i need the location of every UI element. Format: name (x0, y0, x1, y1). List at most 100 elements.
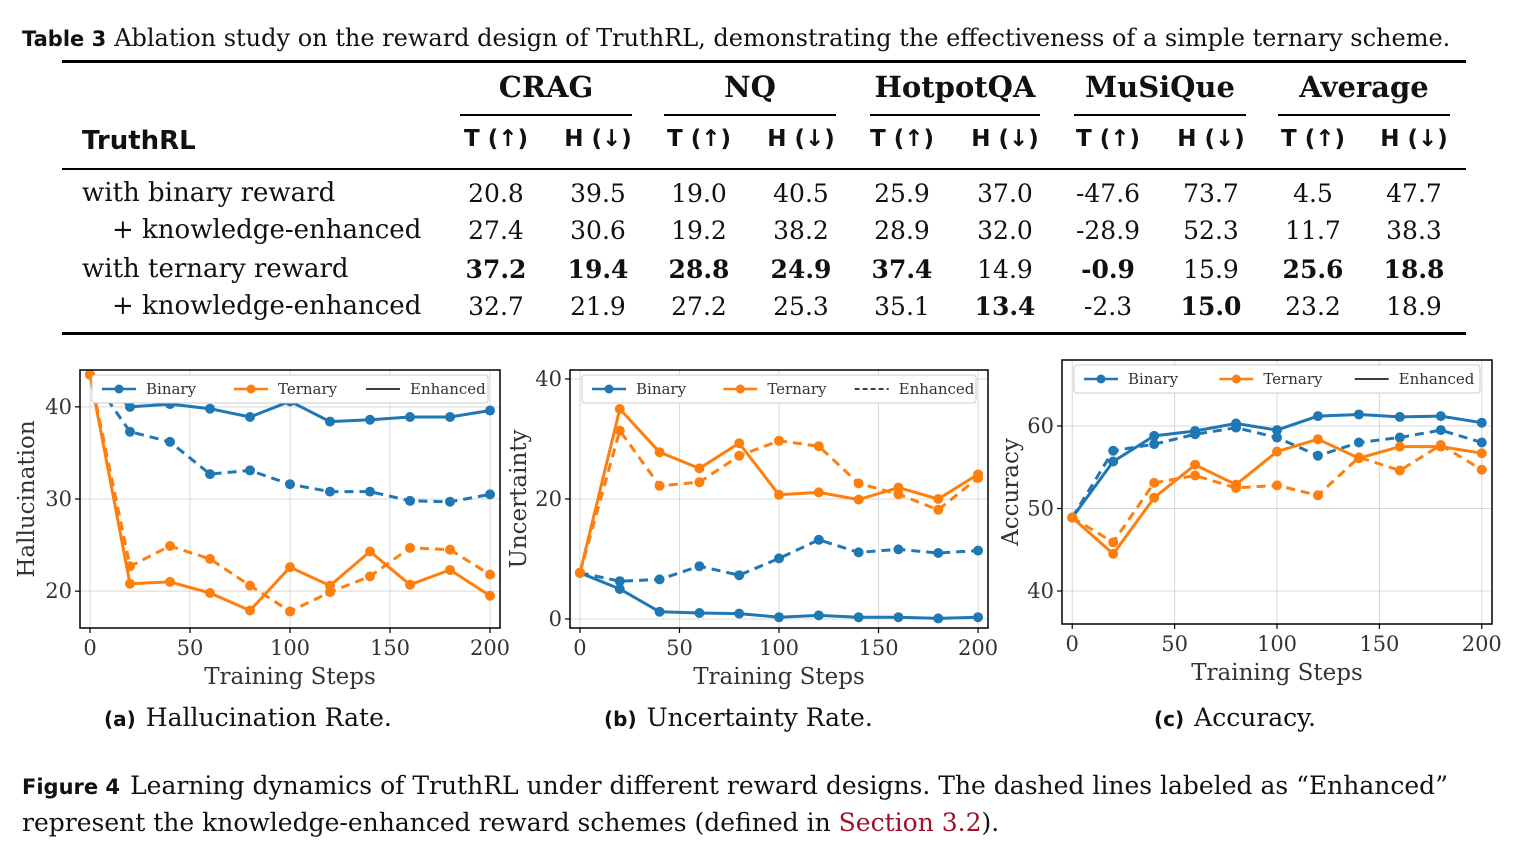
data-point (1312, 450, 1323, 461)
x-axis-label: Training Steps (1191, 660, 1363, 686)
subcaption-b: (b) Uncertainty Rate. (604, 703, 873, 732)
x-axis-label: Training Steps (204, 664, 376, 690)
data-point (614, 584, 625, 594)
legend-marker (114, 384, 124, 394)
figure-label: Figure 4 (22, 775, 121, 799)
table-cell: 24.9 (770, 255, 832, 284)
table-cell: 4.5 (1293, 179, 1333, 208)
data-point (1312, 434, 1323, 445)
data-point (325, 416, 335, 427)
dataset-header: HotpotQA (874, 70, 1036, 104)
data-point (165, 436, 175, 447)
data-point (1272, 432, 1282, 443)
data-point (125, 401, 135, 412)
row-label: + knowledge-enhanced (112, 291, 422, 321)
data-point (1108, 548, 1119, 559)
uncertainty-chart: 0 50 100 150 200 0 20 40 Training Steps Uncertain… (506, 367, 998, 690)
data-point (813, 610, 824, 621)
y-tick-label: 40 (45, 395, 72, 419)
data-point (853, 547, 864, 558)
table-cell: 32.7 (468, 292, 524, 321)
metric-header: T (↑) (870, 126, 934, 152)
data-point (1108, 537, 1119, 548)
x-tick-label: 50 (666, 636, 693, 660)
legend-label: Binary (636, 380, 687, 398)
data-point (1190, 459, 1201, 470)
table-cell: 11.7 (1285, 216, 1341, 245)
data-point (405, 579, 415, 590)
table-cell: 27.4 (468, 216, 524, 245)
x-tick-label: 100 (759, 636, 799, 660)
legend-label: Ternary (767, 380, 827, 398)
x-tick-label: 50 (1161, 632, 1188, 656)
table-cell: 37.0 (977, 179, 1033, 208)
subcaption-c: (c) Accuracy. (1154, 703, 1316, 732)
data-point (125, 426, 135, 437)
group-rule (664, 114, 836, 116)
data-point (285, 479, 295, 490)
data-point (1149, 492, 1160, 503)
subcaption-tag: (c) (1154, 707, 1185, 731)
group-rule (460, 114, 632, 116)
data-point (734, 450, 745, 461)
data-point (1312, 411, 1323, 422)
subcaption-text: Hallucination Rate. (145, 703, 392, 732)
x-tick-label: 150 (1359, 632, 1399, 656)
data-point (1476, 464, 1487, 475)
data-point (405, 542, 415, 553)
data-point (694, 463, 705, 474)
data-point (734, 570, 745, 581)
subcaption-text: Accuracy. (1194, 703, 1316, 732)
data-point (405, 411, 415, 422)
x-tick-label: 200 (1462, 632, 1502, 656)
dataset-header: NQ (724, 70, 776, 104)
data-point (165, 576, 175, 587)
accuracy-chart: 0 50 100 150 200 40 50 60 Training Steps Accuracy… (998, 359, 1502, 686)
legend-label: Binary (1128, 370, 1179, 388)
table-bottom-rule (62, 332, 1466, 335)
data-point (933, 494, 944, 504)
data-point (445, 544, 455, 555)
data-point (1353, 452, 1364, 463)
figure-caption: Figure 4 Learning dynamics of TruthRL und… (22, 768, 1522, 841)
legend-label: Ternary (278, 380, 338, 398)
data-point (325, 486, 335, 497)
y-tick-label: 50 (1027, 497, 1054, 521)
data-point (1190, 470, 1201, 481)
series-line-binary-enhanced (579, 538, 979, 583)
metric-header: H (↓) (1380, 126, 1448, 152)
table-cell: 32.0 (977, 216, 1033, 245)
data-point (1231, 482, 1242, 493)
x-tick-label: 150 (858, 636, 898, 660)
data-point (365, 571, 375, 582)
data-point (734, 608, 745, 619)
table-cell: 40.5 (773, 179, 829, 208)
data-point (365, 486, 375, 497)
y-tick-label: 20 (45, 579, 72, 603)
data-point (485, 405, 495, 416)
data-point (205, 403, 215, 414)
table-cell: 30.6 (570, 216, 626, 245)
data-point (853, 612, 864, 623)
data-point (614, 404, 625, 414)
table-cell: 38.2 (773, 216, 829, 245)
data-point (1272, 446, 1282, 457)
dataset-header: MuSiQue (1085, 70, 1235, 104)
x-tick-label: 200 (958, 636, 998, 660)
data-point (1149, 430, 1160, 441)
metric-header: T (↑) (464, 126, 528, 152)
dataset-header: Average (1299, 70, 1429, 104)
data-point (1394, 441, 1405, 452)
data-point (1394, 465, 1405, 476)
section-link[interactable]: Section 3.2 (838, 808, 982, 837)
subcaption-a: (a) Hallucination Rate. (104, 703, 392, 732)
table-cell: 38.3 (1386, 216, 1442, 245)
data-point (654, 574, 665, 585)
data-point (125, 578, 135, 589)
data-point (694, 561, 705, 572)
data-point (405, 495, 415, 506)
data-point (1067, 512, 1078, 523)
data-point (245, 411, 255, 422)
data-point (654, 480, 665, 491)
data-point (813, 441, 824, 452)
